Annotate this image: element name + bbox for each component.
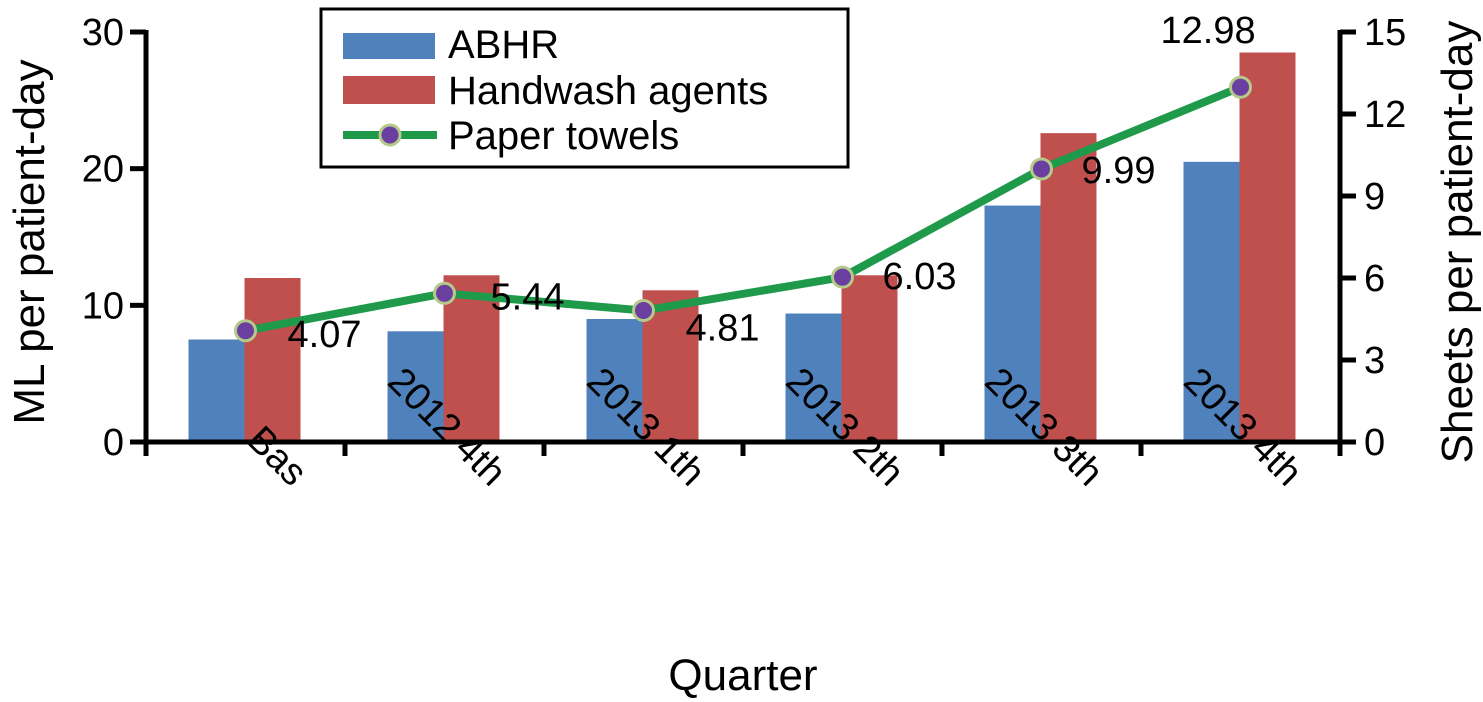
- paper-towels-point-2: [632, 299, 655, 323]
- data-labels: 4.07 5.44 4.81 6.03 9.99 12.98: [288, 10, 1256, 356]
- bar-abhr-3: [785, 313, 842, 442]
- bar-group: [188, 52, 1296, 443]
- legend-label-paper-towels: Paper towels: [448, 114, 679, 158]
- bar-abhr-1: [387, 331, 444, 442]
- bar-abhr-2: [586, 319, 643, 442]
- right-y-tick-label-5: 15: [1364, 12, 1406, 54]
- right-y-tick-label-2: 6: [1364, 258, 1385, 300]
- bar-handwash-agents-5: [1239, 52, 1296, 442]
- x-axis-title: Quarter: [668, 651, 817, 700]
- right-y-axis-title: Sheets per patient-day: [1433, 21, 1482, 464]
- paper-towels-data-label-2: 4.81: [686, 308, 760, 350]
- paper-towels-data-label-5: 12.98: [1161, 10, 1256, 52]
- bar-abhr-5: [1183, 161, 1240, 443]
- right-y-tick-label-0: 0: [1364, 422, 1385, 464]
- bar-handwash-agents-1: [443, 275, 500, 442]
- bar-abhr-0: [188, 339, 245, 442]
- paper-towels-data-label-3: 6.03: [883, 256, 957, 298]
- right-y-tick-label-4: 12: [1364, 94, 1406, 136]
- paper-towels-point-4: [1030, 157, 1053, 181]
- legend-label-handwash: Handwash agents: [448, 69, 768, 113]
- bar-handwash-agents-4: [1040, 133, 1097, 442]
- paper-towels-data-label-0: 4.07: [288, 314, 362, 356]
- paper-towels-data-label-1: 5.44: [491, 276, 565, 318]
- paper-towels-point-5: [1229, 75, 1252, 99]
- legend-swatch-abhr: [343, 33, 435, 59]
- right-y-tick-label-1: 3: [1364, 340, 1385, 382]
- paper-towels-line: [244, 83, 1243, 335]
- paper-towels-point-1: [433, 281, 456, 305]
- bar-abhr-4: [984, 205, 1041, 442]
- paper-towels-point-0: [234, 319, 257, 343]
- legend-swatch-paper-towels-marker: [378, 123, 402, 147]
- legend: ABHR Handwash agents Paper towels: [319, 7, 850, 169]
- paper-towels-data-label-4: 9.99: [1082, 150, 1156, 192]
- line-series: [234, 75, 1252, 343]
- left-y-tick-label-1: 10: [82, 285, 124, 327]
- paper-towels-point-3: [831, 265, 854, 289]
- left-y-axis-title: ML per patient-day: [5, 59, 54, 424]
- left-y-tick-label-0: 0: [103, 422, 124, 464]
- bar-handwash-agents-3: [841, 275, 898, 442]
- bar-handwash-agents-0: [244, 278, 301, 442]
- legend-label-abhr: ABHR: [448, 23, 559, 67]
- right-y-tick-label-3: 9: [1364, 176, 1385, 218]
- left-y-tick-label-3: 30: [82, 12, 124, 54]
- left-y-tick-label-2: 20: [82, 149, 124, 191]
- legend-swatch-handwash: [343, 76, 435, 104]
